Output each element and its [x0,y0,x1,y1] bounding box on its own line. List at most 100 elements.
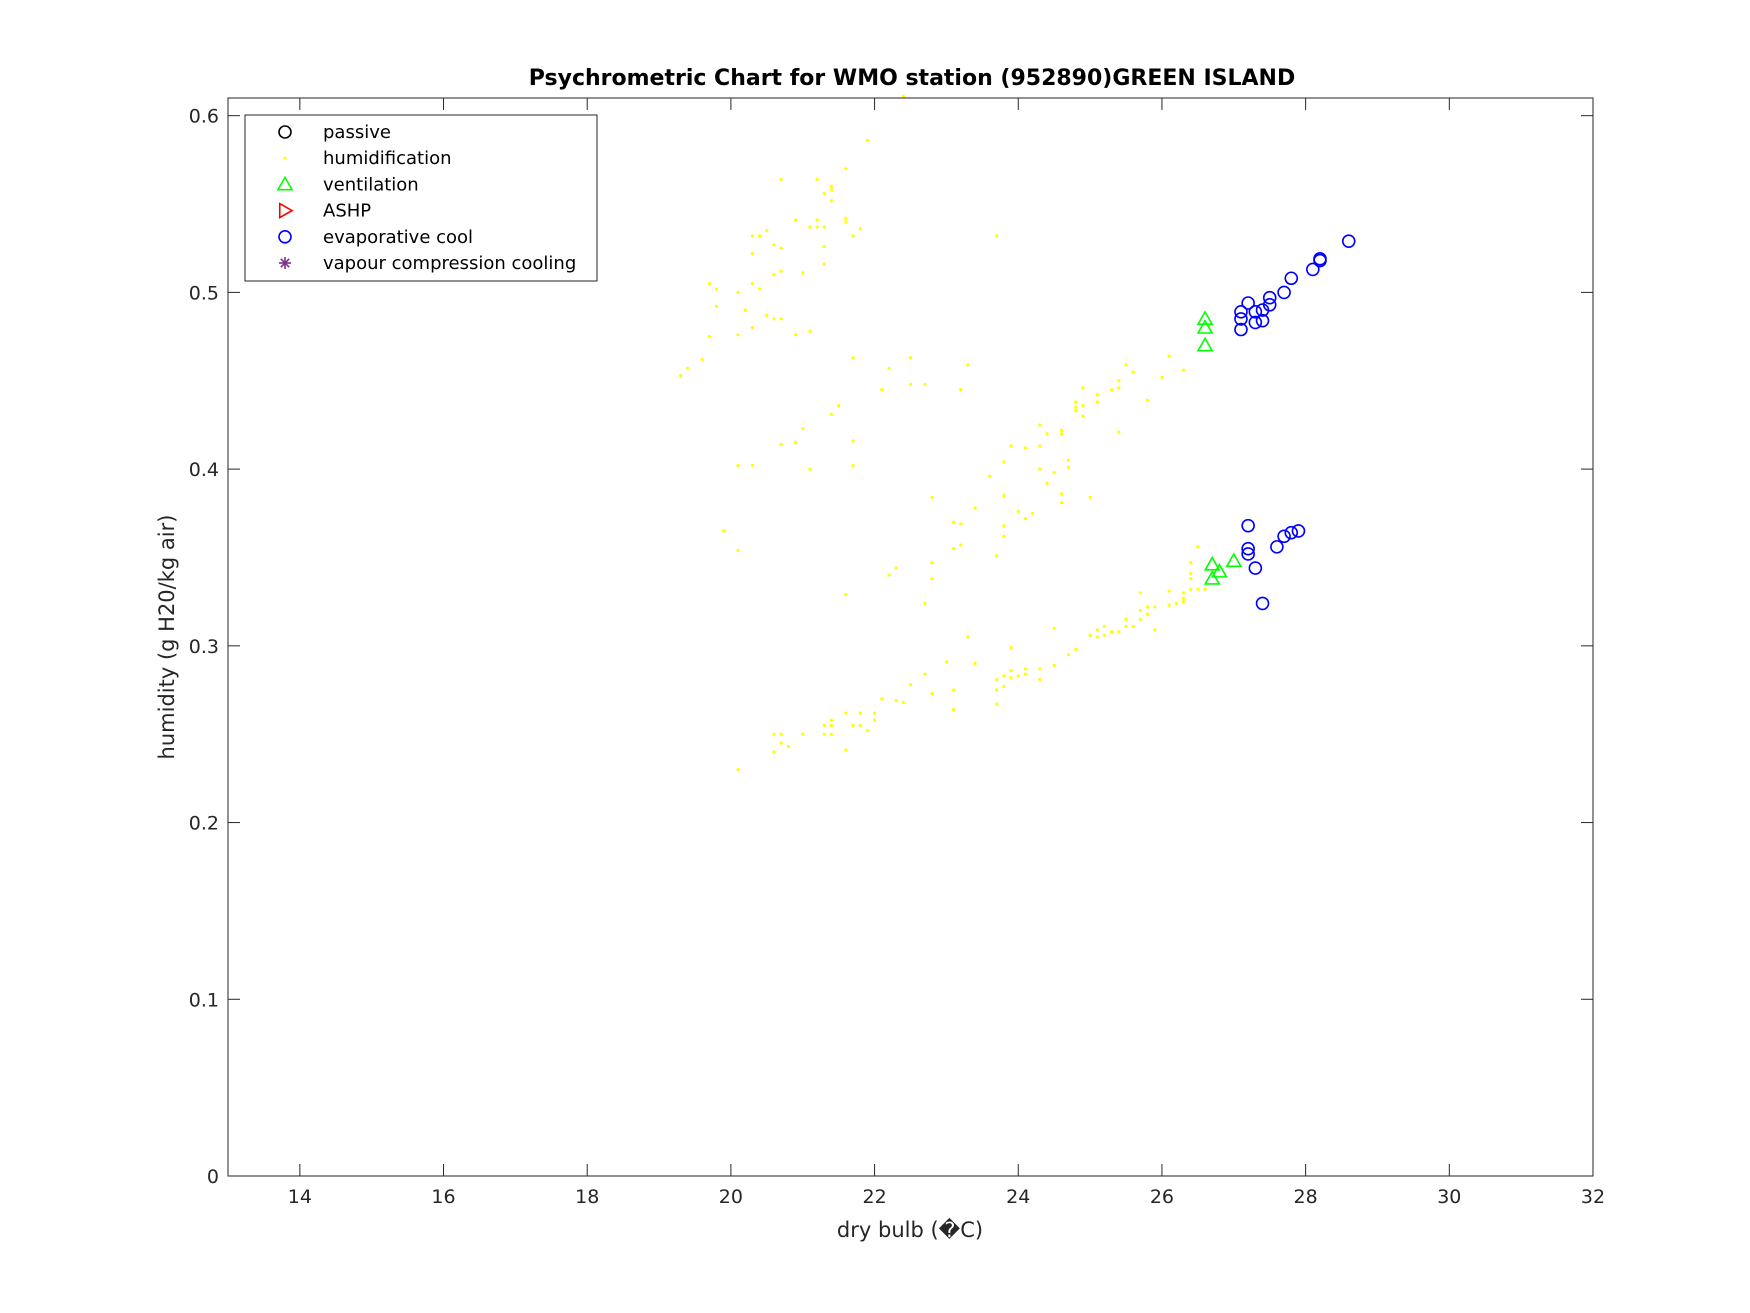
data-point [1241,541,1255,556]
data-point [952,707,956,712]
data-point [1023,516,1028,521]
data-point [808,225,812,229]
data-point [1174,601,1178,606]
data-point [1059,428,1063,432]
data-point [1153,628,1157,632]
data-point [815,177,819,181]
data-point [829,188,834,192]
data-point [908,382,913,386]
legend-label: ventilation [323,174,419,195]
data-point [707,281,711,286]
data-point [880,697,884,701]
data-point [1248,561,1263,575]
data-point [750,326,755,330]
data-point [1189,577,1193,581]
data-point [1045,481,1049,485]
data-point [1074,400,1078,404]
legend-item: humidification [283,148,452,169]
data-point [1189,561,1193,565]
legend-item: evaporative cool [278,227,473,248]
data-point [1081,414,1085,418]
data-point [1088,495,1092,499]
data-point [1241,518,1255,533]
data-point [822,732,826,736]
data-point [995,702,999,706]
data-point [1167,354,1171,358]
data-point [1255,313,1270,328]
legend-label: vapour compression cooling [323,253,576,274]
data-point [1002,494,1006,498]
data-point [1023,672,1028,676]
data-point [822,191,826,196]
data-point [959,387,963,392]
data-point [743,308,747,312]
data-point [1059,492,1063,496]
x-tick-label: 20 [719,1186,743,1208]
data-point [851,463,855,468]
data-point [808,329,812,333]
x-axis-label: dry bulb (�C) [837,1217,983,1242]
x-tick-label: 26 [1150,1186,1174,1208]
series-evaporative-cool [1234,234,1356,611]
data-point [1145,605,1150,609]
data-point [1110,630,1114,634]
data-point [1038,667,1042,671]
data-point [1306,262,1320,277]
legend-marker [278,125,292,139]
data-point [829,412,834,416]
data-point [1234,322,1248,337]
data-point [1059,432,1063,436]
data-point [923,382,927,386]
data-point [779,246,783,250]
data-point [736,548,740,553]
data-point [952,520,956,524]
data-point [851,439,855,443]
data-point [1023,446,1028,450]
axis-ticks: 14 16 18 20 22 24 26 28 30 32 0 0.1 0.2 0.3 0.4 0.5 0.6 [189,98,1605,1208]
y-tick-label: 0.3 [189,636,219,658]
data-point [829,723,834,727]
data-point [1277,285,1291,300]
data-point [1196,319,1214,334]
data-point [786,744,790,749]
data-point [995,234,999,238]
legend-label: humidification [323,148,452,169]
data-point [1117,630,1121,634]
legend-label: evaporative cool [323,227,473,248]
data-point [1153,605,1157,609]
data-point [1262,290,1277,305]
data-point [952,547,956,551]
y-tick-label: 0.4 [189,459,219,481]
data-point [844,216,848,220]
data-point [1167,603,1171,607]
data-point [1002,684,1006,689]
data-point [865,138,869,143]
data-point [1248,305,1263,319]
y-tick-label: 0.5 [189,282,219,304]
data-point [1074,405,1078,409]
data-point [901,94,905,98]
data-point [1081,386,1085,390]
data-point [1189,587,1193,591]
data-point [894,699,898,703]
data-point [714,304,719,309]
data-point [966,635,970,639]
legend-marker [278,202,294,219]
data-point [1117,430,1121,434]
data-point [772,317,776,321]
x-tick-label: 18 [575,1186,599,1208]
axes-box [227,97,1594,1177]
data-point [959,543,963,547]
data-point [1066,458,1071,462]
x-tick-label: 28 [1294,1186,1318,1208]
series-humidification [679,94,1207,772]
data-point [851,356,855,360]
data-point [1234,305,1248,319]
data-point [1002,524,1006,528]
data-point [714,287,719,291]
y-tick-label: 0.2 [189,813,219,835]
y-tick-label: 0 [207,1166,219,1188]
data-point [793,441,798,445]
data-point [1088,633,1092,637]
data-point [1160,375,1164,379]
